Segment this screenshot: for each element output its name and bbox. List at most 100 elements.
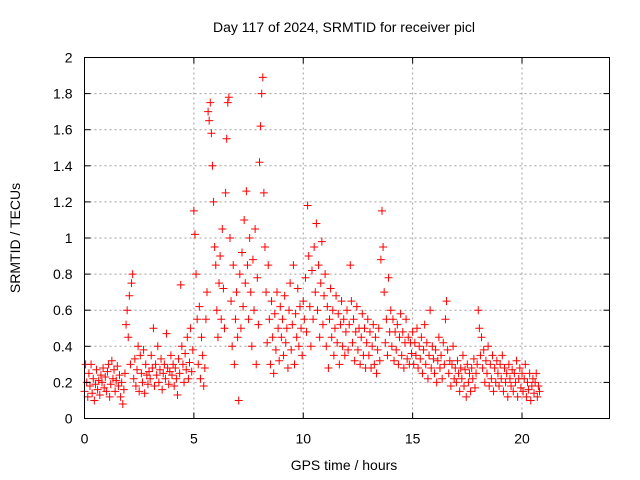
data-point [516, 383, 525, 392]
data-point [314, 261, 323, 270]
data-point [233, 333, 242, 342]
data-point [164, 380, 173, 389]
data-point [143, 380, 152, 389]
data-point [278, 315, 287, 324]
data-point [322, 342, 331, 351]
data-point [324, 363, 333, 372]
data-point [334, 309, 343, 318]
data-point [290, 360, 299, 369]
data-point [450, 374, 459, 383]
data-point [206, 98, 215, 107]
data-point [204, 107, 213, 116]
data-point [524, 385, 533, 394]
data-point [294, 342, 303, 351]
data-point [502, 369, 511, 378]
data-point [253, 273, 262, 282]
data-point [432, 378, 441, 387]
data-point [225, 234, 234, 242]
data-point [467, 363, 476, 372]
data-point [463, 360, 472, 369]
data-point [187, 367, 196, 376]
data-point [352, 302, 361, 311]
data-point [394, 360, 403, 369]
data-point [289, 261, 298, 270]
data-point [462, 392, 471, 401]
data-point [431, 345, 440, 354]
data-point [357, 333, 366, 342]
data-point [496, 360, 505, 369]
data-point [505, 374, 514, 383]
y-tick-label: 1.6 [53, 122, 73, 138]
data-point [99, 363, 108, 372]
data-point [127, 279, 136, 288]
data-point [312, 219, 321, 228]
data-point [197, 333, 206, 342]
data-point [434, 333, 443, 342]
data-point [300, 315, 309, 324]
data-point [201, 315, 210, 324]
data-point [420, 320, 429, 329]
data-point [287, 345, 296, 354]
data-point [89, 374, 98, 383]
data-point [474, 306, 483, 315]
data-point [230, 360, 239, 369]
data-point [254, 320, 263, 329]
data-point [464, 378, 473, 387]
data-point [530, 389, 539, 398]
y-tick-label: 0.4 [53, 338, 73, 354]
data-point [504, 360, 513, 369]
x-tick-label: 15 [405, 431, 421, 447]
data-point [228, 342, 237, 351]
data-point [297, 324, 306, 333]
data-point [388, 315, 397, 324]
data-point [146, 374, 155, 383]
data-point [130, 354, 139, 363]
data-point [396, 309, 405, 318]
data-point [295, 302, 304, 311]
data-point [442, 297, 451, 306]
data-point [103, 367, 112, 376]
data-point [101, 372, 110, 381]
data-point [114, 382, 123, 391]
data-point [151, 360, 160, 369]
data-point [438, 374, 447, 383]
data-point [220, 324, 229, 333]
x-axis-label: GPS time / hours [291, 457, 398, 473]
data-point [478, 363, 487, 372]
data-point [229, 261, 238, 270]
data-point [124, 333, 133, 342]
data-point [341, 327, 350, 336]
data-point [487, 374, 496, 383]
data-point [491, 378, 500, 387]
data-point [404, 333, 413, 342]
data-point [118, 400, 127, 409]
data-point [263, 338, 272, 347]
data-point [328, 306, 337, 315]
data-point [303, 201, 312, 210]
data-point [453, 356, 462, 365]
data-point [332, 291, 341, 300]
data-point [330, 324, 339, 333]
data-point [195, 302, 204, 311]
data-point [497, 374, 506, 383]
data-point [509, 387, 518, 396]
data-point [490, 363, 499, 372]
data-point [149, 324, 158, 333]
data-point [96, 371, 105, 380]
data-point [495, 382, 504, 391]
data-point [449, 342, 458, 351]
data-point [507, 382, 516, 391]
data-point [216, 252, 225, 261]
data-point [157, 354, 166, 363]
data-point [317, 237, 326, 246]
chart-title: Day 117 of 2024, SRMTID for receiver pic… [213, 19, 475, 35]
data-point [87, 360, 96, 369]
data-point [372, 369, 381, 378]
data-point [185, 358, 194, 367]
data-point [327, 333, 336, 342]
data-point [260, 243, 269, 252]
data-point [416, 354, 425, 363]
data-point [347, 297, 356, 306]
data-point [419, 345, 428, 354]
